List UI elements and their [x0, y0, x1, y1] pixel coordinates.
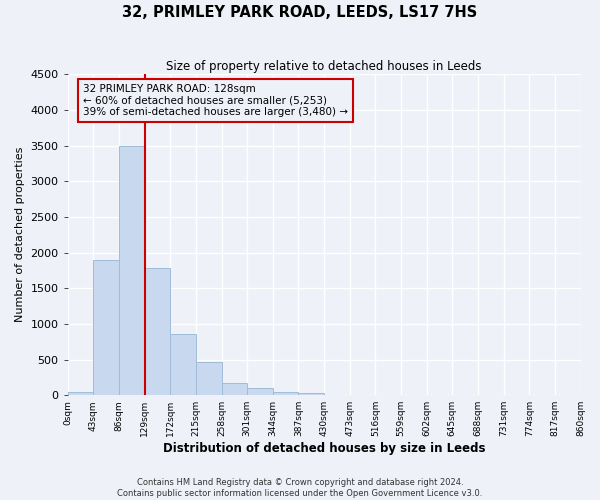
- Bar: [221, 382, 247, 395]
- Text: Contains HM Land Registry data © Crown copyright and database right 2024.
Contai: Contains HM Land Registry data © Crown c…: [118, 478, 482, 498]
- X-axis label: Distribution of detached houses by size in Leeds: Distribution of detached houses by size …: [163, 442, 485, 455]
- Bar: [247, 388, 273, 395]
- Bar: [273, 392, 298, 395]
- Text: 32 PRIMLEY PARK ROAD: 128sqm
← 60% of detached houses are smaller (5,253)
39% of: 32 PRIMLEY PARK ROAD: 128sqm ← 60% of de…: [83, 84, 348, 117]
- Bar: [145, 268, 170, 395]
- Text: 32, PRIMLEY PARK ROAD, LEEDS, LS17 7HS: 32, PRIMLEY PARK ROAD, LEEDS, LS17 7HS: [122, 5, 478, 20]
- Bar: [68, 392, 94, 395]
- Y-axis label: Number of detached properties: Number of detached properties: [15, 147, 25, 322]
- Bar: [196, 362, 221, 395]
- Title: Size of property relative to detached houses in Leeds: Size of property relative to detached ho…: [166, 60, 482, 73]
- Bar: [94, 260, 119, 395]
- Bar: [298, 393, 324, 395]
- Bar: [119, 146, 145, 395]
- Bar: [170, 334, 196, 395]
